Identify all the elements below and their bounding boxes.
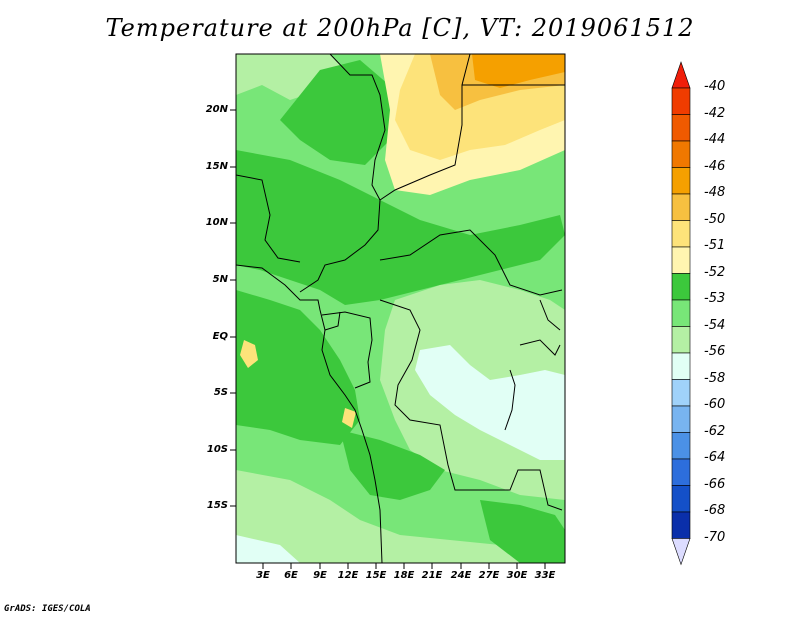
colorbar-swatch [671,326,691,354]
lat-label-10n: 10N [205,217,228,228]
colorbar-swatch [671,114,691,142]
colorbar-swatch [671,167,691,195]
lon-label-9e: 9E [313,570,327,581]
map-frame [235,53,566,564]
colorbar-label: -42 [704,105,726,121]
lon-label-30e: 30E [506,570,528,581]
lon-label-24e: 24E [450,570,472,581]
colorbar-label: -53 [704,291,726,306]
field-light-green-south [236,470,565,563]
lon-label-15e: 15E [365,570,387,581]
country-borders [236,54,565,563]
field-orange-ne [472,54,565,88]
field-yellow-patch-angola [342,408,356,428]
colorbar-swatch [671,458,691,486]
field-pale-cyan-south [236,535,300,563]
colorbar-label: -40 [704,79,726,94]
lon-label-12e: 12E [337,570,359,581]
colorbar-swatch [671,140,691,168]
lat-label-5n: 5N [212,274,228,285]
colorbar-label: -58 [704,370,726,386]
colorbar-label: -68 [704,503,726,518]
lon-label-6e: 6E [284,570,298,581]
colorbar-label: -44 [704,132,726,147]
field-pale-cyan-east [415,345,565,460]
colorbar-label: -62 [704,423,726,439]
colorbar-label: -54 [704,317,726,333]
colorbar-swatch [671,193,691,221]
colorbar-top-arrow [671,61,691,89]
colorbar-swatch [671,379,691,407]
colorbar-label: -48 [704,185,726,200]
colorbar-label: -60 [704,397,726,412]
field-green-west [236,290,360,445]
lat-label-15s: 15S [206,500,228,511]
colorbar-label: -50 [704,211,726,227]
lon-label-3e: 3E [256,570,270,581]
lon-label-27e: 27E [478,570,500,581]
field-green-southeast [480,500,565,563]
temperature-field [236,54,565,563]
colorbar-swatch [671,299,691,327]
colorbar-label: -52 [704,264,726,280]
colorbar-swatch [671,485,691,513]
colorbar-bottom-arrow [671,538,691,566]
lon-label-33e: 33E [534,570,556,581]
field-green-central [236,150,565,305]
lon-ticks [262,563,546,569]
colorbar-label: -46 [704,158,726,174]
colorbar-swatch [671,511,691,539]
colorbar-swatch [671,432,691,460]
colorbar-swatch [671,246,691,274]
lat-label-5s: 5S [213,387,228,398]
lat-label-20n: 20N [205,104,228,115]
lat-label-eq: EQ [212,331,228,342]
colorbar-swatch [671,352,691,380]
colorbar-swatch [671,220,691,248]
colorbar-swatch [671,273,691,301]
colorbar-label: -56 [704,344,726,359]
colorbar-label: -70 [704,529,726,545]
colorbar-label: -64 [704,450,726,465]
field-green-south-band [340,430,445,500]
colorbar [671,61,691,566]
colorbar-swatch [671,405,691,433]
lon-label-18e: 18E [393,570,415,581]
colorbar-label: -51 [704,238,726,253]
lat-label-15n: 15N [205,161,228,172]
colorbar-label: -66 [704,476,726,492]
lon-label-21e: 21E [421,570,443,581]
colorbar-swatch [671,87,691,115]
field-green-north [280,60,395,165]
lat-ticks [230,109,236,507]
credit-text: GrADS: IGES/COLA [4,604,91,614]
field-yellow-patch-gabon [240,340,258,368]
map-title: Temperature at 200hPa [C], VT: 201906151… [105,14,695,42]
lat-label-10s: 10S [206,444,228,455]
